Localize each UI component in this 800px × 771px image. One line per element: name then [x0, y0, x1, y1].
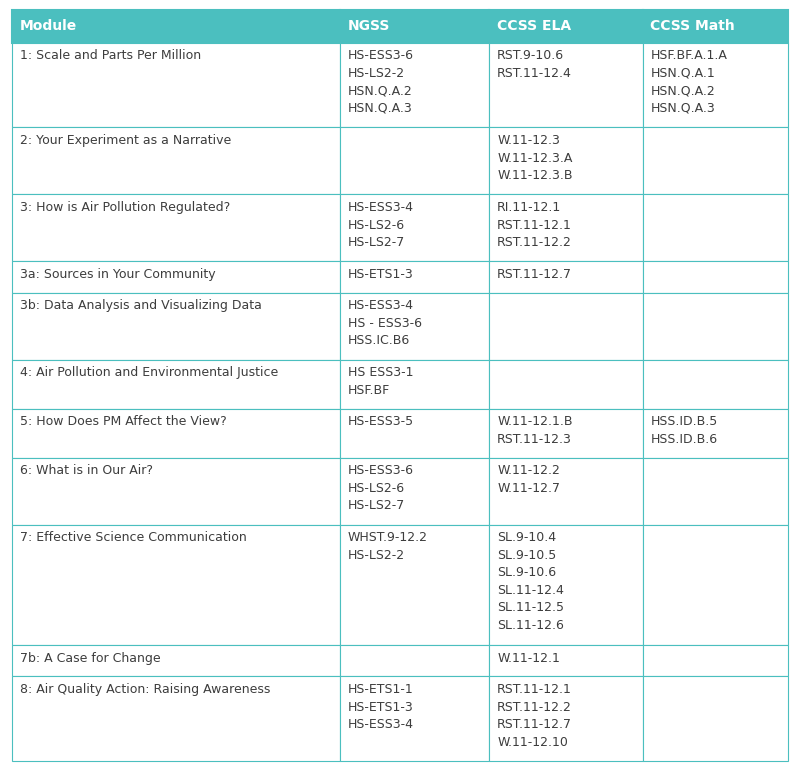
- Text: 3: How is Air Pollution Regulated?: 3: How is Air Pollution Regulated?: [20, 201, 230, 214]
- Text: CCSS ELA: CCSS ELA: [498, 19, 571, 33]
- Text: HS-ETS1-1
HS-ETS1-3
HS-ESS3-4: HS-ETS1-1 HS-ETS1-3 HS-ESS3-4: [348, 683, 414, 731]
- Bar: [12, 409, 340, 458]
- Text: HS-ESS3-6
HS-LS2-6
HS-LS2-7: HS-ESS3-6 HS-LS2-6 HS-LS2-7: [348, 464, 414, 513]
- Bar: [340, 127, 490, 194]
- Bar: [340, 359, 490, 409]
- Text: 5: How Does PM Affect the View?: 5: How Does PM Affect the View?: [20, 416, 226, 429]
- Text: RI.11-12.1
RST.11-12.1
RST.11-12.2: RI.11-12.1 RST.11-12.1 RST.11-12.2: [498, 201, 572, 249]
- Text: W.11-12.1: W.11-12.1: [498, 651, 560, 665]
- Bar: [340, 524, 490, 645]
- Bar: [490, 524, 642, 645]
- Text: HS-ESS3-6
HS-LS2-2
HSN.Q.A.2
HSN.Q.A.3: HS-ESS3-6 HS-LS2-2 HSN.Q.A.2 HSN.Q.A.3: [348, 49, 414, 115]
- Bar: [12, 194, 340, 261]
- Text: CCSS Math: CCSS Math: [650, 19, 735, 33]
- Bar: [642, 261, 788, 292]
- Text: W.11-12.2
W.11-12.7: W.11-12.2 W.11-12.7: [498, 464, 560, 495]
- Bar: [490, 359, 642, 409]
- Bar: [340, 261, 490, 292]
- Text: 4: Air Pollution and Environmental Justice: 4: Air Pollution and Environmental Justi…: [20, 366, 278, 379]
- Bar: [642, 645, 788, 676]
- Bar: [340, 458, 490, 524]
- Text: Module: Module: [20, 19, 78, 33]
- Text: 1: Scale and Parts Per Million: 1: Scale and Parts Per Million: [20, 49, 201, 62]
- Bar: [340, 676, 490, 761]
- Bar: [490, 292, 642, 359]
- Text: 7: Effective Science Communication: 7: Effective Science Communication: [20, 531, 246, 544]
- Bar: [490, 645, 642, 676]
- Text: HS-ESS3-4
HS-LS2-6
HS-LS2-7: HS-ESS3-4 HS-LS2-6 HS-LS2-7: [348, 201, 414, 249]
- Bar: [642, 676, 788, 761]
- Bar: [12, 359, 340, 409]
- Bar: [12, 458, 340, 524]
- Text: 3a: Sources in Your Community: 3a: Sources in Your Community: [20, 268, 216, 281]
- Bar: [340, 42, 490, 127]
- Bar: [12, 42, 340, 127]
- Bar: [12, 645, 340, 676]
- Text: HS-ETS1-3: HS-ETS1-3: [348, 268, 414, 281]
- Text: HS ESS3-1
HSF.BF: HS ESS3-1 HSF.BF: [348, 366, 414, 397]
- Text: 6: What is in Our Air?: 6: What is in Our Air?: [20, 464, 153, 477]
- Text: HS-ESS3-4
HS - ESS3-6
HSS.IC.B6: HS-ESS3-4 HS - ESS3-6 HSS.IC.B6: [348, 299, 422, 347]
- Bar: [12, 676, 340, 761]
- Bar: [490, 458, 642, 524]
- Bar: [12, 292, 340, 359]
- Bar: [12, 127, 340, 194]
- Bar: [642, 409, 788, 458]
- Bar: [12, 261, 340, 292]
- Text: 2: Your Experiment as a Narrative: 2: Your Experiment as a Narrative: [20, 134, 231, 147]
- Bar: [340, 10, 490, 42]
- Text: HSF.BF.A.1.A
HSN.Q.A.1
HSN.Q.A.2
HSN.Q.A.3: HSF.BF.A.1.A HSN.Q.A.1 HSN.Q.A.2 HSN.Q.A…: [650, 49, 727, 115]
- Text: SL.9-10.4
SL.9-10.5
SL.9-10.6
SL.11-12.4
SL.11-12.5
SL.11-12.6: SL.9-10.4 SL.9-10.5 SL.9-10.6 SL.11-12.4…: [498, 531, 564, 632]
- Bar: [490, 127, 642, 194]
- Bar: [642, 194, 788, 261]
- Bar: [642, 10, 788, 42]
- Bar: [642, 359, 788, 409]
- Text: 7b: A Case for Change: 7b: A Case for Change: [20, 651, 161, 665]
- Bar: [642, 292, 788, 359]
- Bar: [12, 10, 340, 42]
- Bar: [642, 127, 788, 194]
- Text: RST.9-10.6
RST.11-12.4: RST.9-10.6 RST.11-12.4: [498, 49, 572, 80]
- Bar: [490, 261, 642, 292]
- Text: 3b: Data Analysis and Visualizing Data: 3b: Data Analysis and Visualizing Data: [20, 299, 262, 312]
- Bar: [340, 292, 490, 359]
- Bar: [340, 194, 490, 261]
- Bar: [490, 42, 642, 127]
- Bar: [642, 458, 788, 524]
- Bar: [642, 42, 788, 127]
- Text: NGSS: NGSS: [348, 19, 390, 33]
- Text: W.11-12.1.B
RST.11-12.3: W.11-12.1.B RST.11-12.3: [498, 416, 573, 446]
- Bar: [340, 645, 490, 676]
- Bar: [490, 676, 642, 761]
- Bar: [340, 409, 490, 458]
- Bar: [642, 524, 788, 645]
- Bar: [490, 194, 642, 261]
- Text: RST.11-12.7: RST.11-12.7: [498, 268, 572, 281]
- Text: RST.11-12.1
RST.11-12.2
RST.11-12.7
W.11-12.10: RST.11-12.1 RST.11-12.2 RST.11-12.7 W.11…: [498, 683, 572, 749]
- Bar: [490, 409, 642, 458]
- Text: HSS.ID.B.5
HSS.ID.B.6: HSS.ID.B.5 HSS.ID.B.6: [650, 416, 718, 446]
- Bar: [490, 10, 642, 42]
- Text: HS-ESS3-5: HS-ESS3-5: [348, 416, 414, 429]
- Text: WHST.9-12.2
HS-LS2-2: WHST.9-12.2 HS-LS2-2: [348, 531, 428, 562]
- Text: 8: Air Quality Action: Raising Awareness: 8: Air Quality Action: Raising Awareness: [20, 683, 270, 696]
- Text: W.11-12.3
W.11-12.3.A
W.11-12.3.B: W.11-12.3 W.11-12.3.A W.11-12.3.B: [498, 134, 573, 182]
- Bar: [12, 524, 340, 645]
